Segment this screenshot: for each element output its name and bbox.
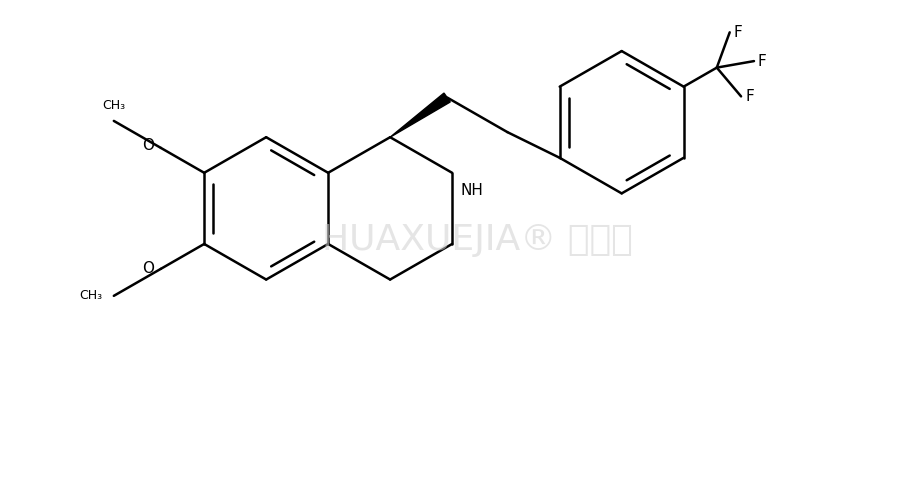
Text: F: F: [745, 89, 754, 104]
Text: F: F: [734, 25, 743, 40]
Text: NH: NH: [460, 183, 483, 198]
Text: O: O: [142, 262, 154, 276]
Polygon shape: [390, 93, 450, 137]
Text: HUAXUEJIA® 化学加: HUAXUEJIA® 化学加: [322, 223, 633, 257]
Text: CH₃: CH₃: [79, 289, 102, 302]
Text: CH₃: CH₃: [103, 99, 126, 112]
Text: F: F: [758, 54, 767, 69]
Text: O: O: [142, 138, 154, 154]
